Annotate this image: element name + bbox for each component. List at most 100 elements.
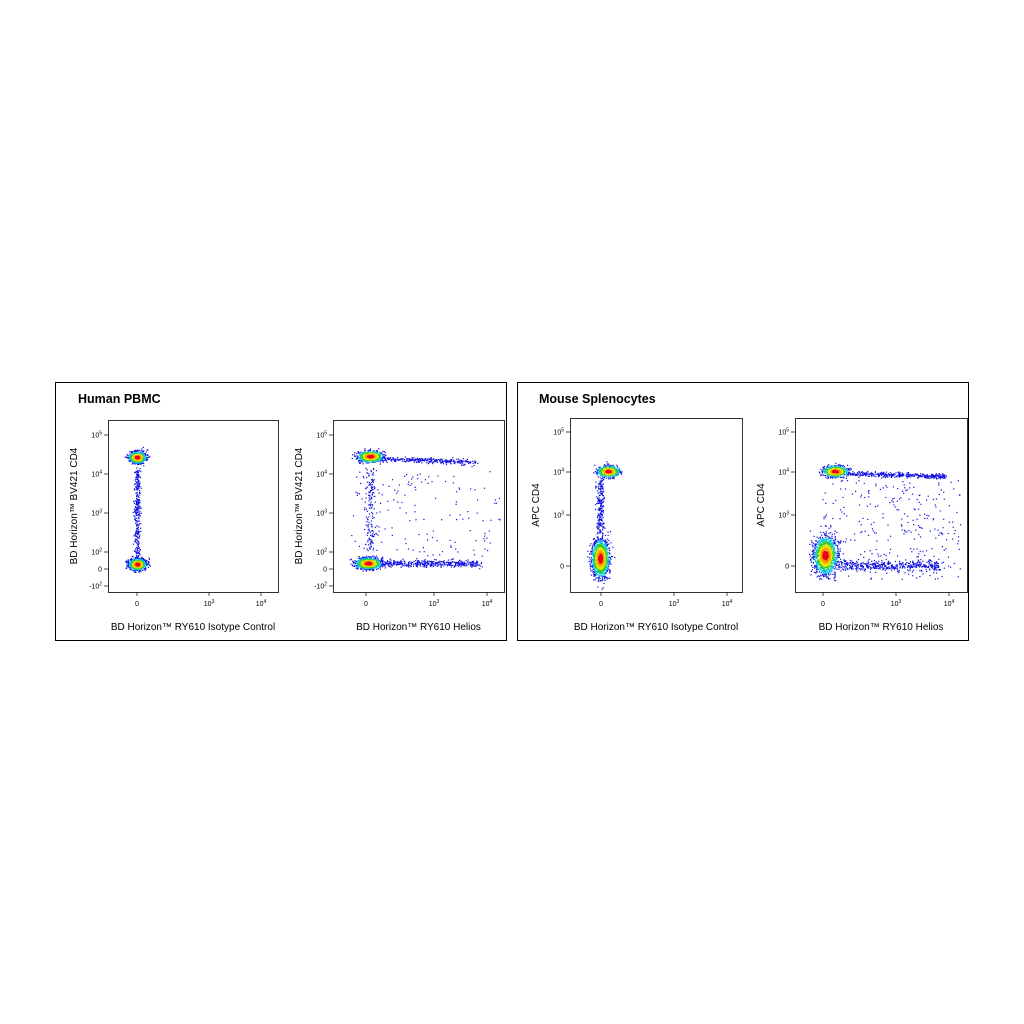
event-dot <box>134 506 136 508</box>
event-dot <box>369 556 371 558</box>
event-dot <box>461 460 463 462</box>
event-dot <box>374 487 376 489</box>
event-dot <box>602 506 604 508</box>
event-dot <box>592 564 594 566</box>
event-dot <box>389 561 391 563</box>
event-dot <box>599 502 601 505</box>
event-dot <box>608 540 610 542</box>
event-dot <box>434 563 436 565</box>
event-dot <box>462 518 464 520</box>
event-dot <box>602 527 604 529</box>
event-dot <box>136 499 138 501</box>
event-dot <box>441 551 444 553</box>
event-dot <box>593 472 595 474</box>
event-dot <box>136 508 138 510</box>
event-dot <box>370 479 373 481</box>
event-dot <box>431 459 433 461</box>
event-dot <box>406 460 409 462</box>
event-dot <box>141 568 143 570</box>
event-dot <box>129 451 131 453</box>
event-dot <box>470 564 472 566</box>
event-dot <box>455 563 457 565</box>
event-dot <box>439 459 441 461</box>
event-dot <box>432 530 434 532</box>
event-dot <box>432 566 434 568</box>
event-dot <box>395 460 397 462</box>
event-dot <box>459 460 461 462</box>
event-dot <box>133 483 136 486</box>
event-dot <box>460 562 462 564</box>
event-dot <box>468 517 470 519</box>
event-dot <box>599 488 601 490</box>
event-dot <box>369 452 371 454</box>
event-dot <box>425 459 427 462</box>
event-dot <box>371 541 373 543</box>
event-dot <box>380 459 382 461</box>
event-dot <box>401 458 403 460</box>
event-dot <box>376 450 378 452</box>
event-dot <box>411 457 413 459</box>
event-dot <box>415 489 417 491</box>
event-dot <box>134 557 137 559</box>
event-dot <box>382 557 384 559</box>
event-dot <box>592 545 594 547</box>
event-dot <box>609 562 611 564</box>
event-dot <box>391 564 393 566</box>
event-dot <box>604 544 606 546</box>
event-dot <box>357 456 360 458</box>
event-dot <box>128 561 130 563</box>
event-dot <box>607 553 609 556</box>
event-dot <box>143 450 145 452</box>
event-dot <box>401 561 403 563</box>
event-dot <box>394 459 396 461</box>
event-dot <box>403 565 405 567</box>
event-dot <box>141 557 143 559</box>
event-dot <box>366 555 368 557</box>
event-dot <box>139 527 141 529</box>
event-dot <box>473 563 475 565</box>
event-dot <box>367 451 369 454</box>
event-dot <box>598 577 600 580</box>
event-dot <box>600 512 602 514</box>
event-dot <box>374 556 376 558</box>
event-dot <box>440 561 442 563</box>
event-dot <box>377 489 379 491</box>
event-dot <box>598 574 600 576</box>
event-dot <box>135 522 137 524</box>
event-dot <box>379 461 381 463</box>
tick-label: 0 <box>135 601 139 608</box>
event-dot <box>134 463 136 465</box>
event-dot <box>356 458 358 460</box>
event-dot <box>498 518 500 520</box>
event-dot <box>364 458 366 461</box>
event-dot <box>134 510 136 512</box>
event-dot <box>384 563 386 565</box>
event-dot <box>372 492 374 494</box>
event-dot <box>398 458 400 461</box>
event-dot <box>595 539 597 541</box>
event-dot <box>137 552 139 554</box>
event-dot <box>130 558 132 560</box>
event-dot <box>352 564 354 566</box>
event-dot <box>136 485 138 487</box>
event-dot <box>592 552 594 554</box>
event-dot <box>601 576 604 578</box>
event-dot <box>136 475 138 477</box>
event-dot <box>411 561 413 563</box>
event-dot <box>129 457 131 459</box>
event-dot <box>364 450 366 452</box>
event-dot <box>603 573 605 575</box>
event-dot <box>422 563 424 565</box>
event-dot <box>354 560 356 562</box>
event-dot <box>449 539 451 541</box>
event-dot <box>475 562 477 564</box>
event-dot <box>140 463 142 465</box>
event-dot <box>137 547 139 549</box>
event-dot <box>417 459 419 461</box>
event-dot <box>600 500 602 502</box>
event-dot <box>362 556 364 558</box>
event-dot <box>440 462 442 464</box>
event-dot <box>454 462 456 465</box>
event-dot <box>371 497 373 500</box>
event-dot <box>592 548 595 550</box>
